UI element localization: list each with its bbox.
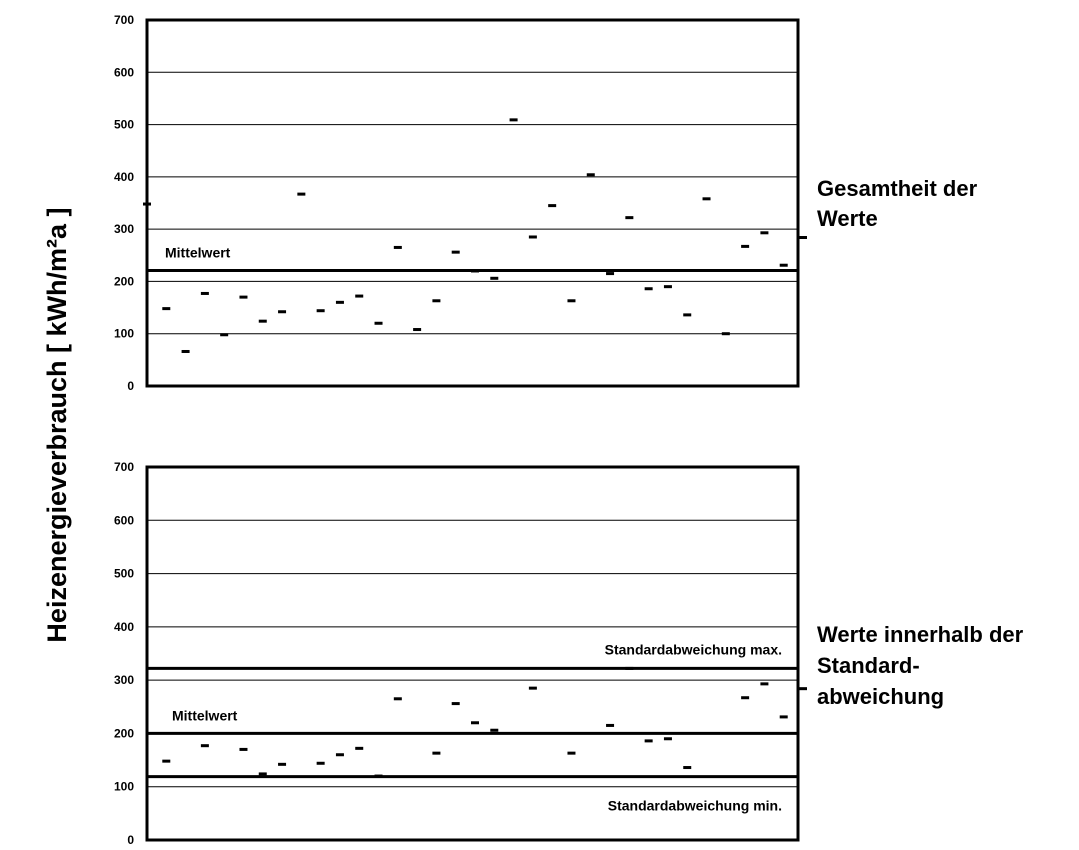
mean-line-label: Mittelwert [165, 244, 231, 260]
data-point [355, 746, 364, 750]
data-point [393, 245, 402, 249]
data-point [413, 328, 422, 332]
data-point [393, 697, 402, 701]
chart-panel-within-std: 0 100 200 300 400 500 600 700 Standardabweichung… [114, 460, 1024, 847]
y-tick-label: 0 [127, 833, 134, 845]
data-point [683, 313, 692, 317]
data-point [799, 687, 807, 691]
data-point [258, 772, 267, 776]
data-point [528, 686, 537, 690]
side-label-line: Werte innerhalb der [817, 622, 1024, 647]
data-point [644, 739, 653, 743]
data-point [606, 723, 615, 727]
data-point [779, 715, 788, 719]
data-point [374, 321, 383, 325]
data-point [702, 197, 711, 201]
chart-panel-total: 0 100 200 300 400 500 600 700 Mittelwert Gesamthe… [114, 13, 978, 393]
data-point [663, 285, 672, 289]
data-point [741, 696, 750, 700]
data-point [316, 761, 325, 765]
data-point [297, 192, 306, 196]
data-point [200, 291, 209, 295]
y-tick-label: 600 [114, 65, 134, 79]
data-point [258, 319, 267, 323]
data-point [644, 287, 653, 291]
data-point [721, 332, 730, 336]
data-point [432, 299, 441, 303]
plot-frame [145, 18, 800, 388]
data-point [355, 294, 364, 298]
data-point [239, 295, 248, 299]
data-point [548, 204, 557, 208]
y-tick-label: 700 [114, 460, 134, 474]
data-point [335, 300, 344, 304]
std-max-line-label: Standardabweichung max. [605, 641, 782, 657]
data-point [625, 216, 634, 220]
data-point [606, 272, 615, 276]
data-point [528, 235, 537, 239]
data-point [239, 747, 248, 751]
y-tick-label: 100 [114, 780, 134, 794]
data-point [471, 269, 479, 273]
data-point [316, 309, 325, 313]
data-point [741, 244, 750, 248]
data-point [471, 721, 479, 725]
side-label-line: Standard- [817, 653, 920, 678]
data-point [451, 250, 460, 254]
data-point [663, 737, 672, 741]
data-point [779, 263, 788, 267]
data-point [374, 774, 383, 778]
side-label-line: Werte [817, 206, 878, 231]
std-min-line-label: Standardabweichung min. [608, 798, 782, 814]
data-point [162, 307, 171, 311]
data-point [335, 753, 344, 757]
y-tick-label: 500 [114, 567, 134, 581]
data-point [143, 202, 151, 206]
data-point [490, 728, 499, 732]
data-point [799, 236, 807, 240]
y-tick-label: 400 [114, 620, 134, 634]
data-point [586, 173, 595, 177]
y-tick-label: 200 [114, 274, 134, 288]
data-point [432, 751, 441, 755]
y-tick-label: 700 [114, 13, 134, 27]
y-tick-label: 300 [114, 222, 134, 236]
y-tick-label: 600 [114, 513, 134, 527]
y-tick-label: 400 [114, 170, 134, 184]
data-point [760, 682, 769, 686]
data-point [509, 118, 518, 122]
side-label-line: abweichung [817, 684, 944, 709]
y-tick-label: 500 [114, 118, 134, 132]
data-point [490, 276, 499, 280]
y-tick-label: 300 [114, 673, 134, 687]
data-point [567, 751, 576, 755]
y-tick-label: 200 [114, 726, 134, 740]
plot-frame [145, 465, 800, 842]
data-point [181, 349, 190, 353]
data-point [760, 231, 769, 235]
data-point [278, 762, 287, 766]
data-point [220, 333, 229, 337]
mean-line-label: Mittelwert [172, 707, 238, 723]
data-point [162, 759, 171, 763]
side-label-line: Gesamtheit der [817, 176, 978, 201]
y-axis-label: Heizenergieverbrauch [ kWh/m²a ] [42, 207, 72, 642]
data-point [451, 702, 460, 706]
data-point [625, 666, 634, 670]
data-point [200, 744, 209, 748]
y-tick-label: 0 [127, 379, 134, 393]
data-point [683, 766, 692, 770]
data-point [278, 310, 287, 314]
data-point [567, 299, 576, 303]
y-tick-label: 100 [114, 327, 134, 341]
